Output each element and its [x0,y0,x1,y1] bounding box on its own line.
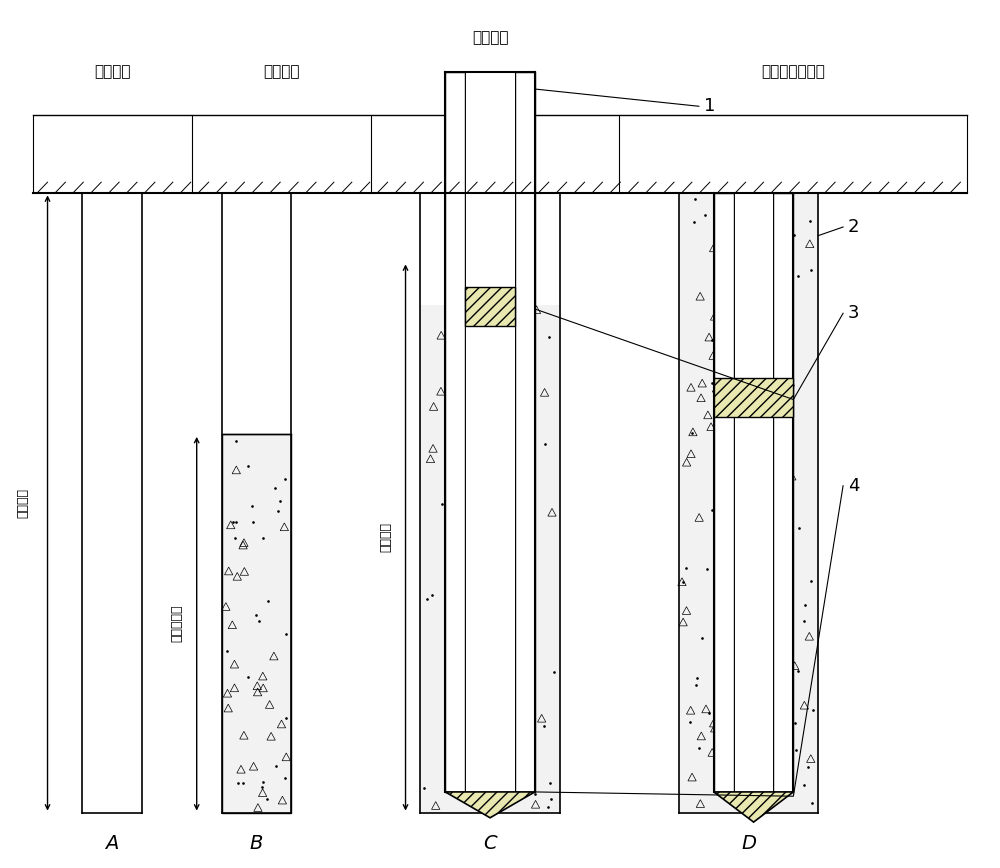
Bar [734,193,773,792]
Bar [465,287,515,326]
Bar [445,72,535,792]
Bar [465,72,515,792]
Bar [420,305,560,813]
Polygon shape [714,792,793,822]
Text: 3: 3 [848,305,860,322]
Bar [773,193,793,792]
Bar [714,193,793,792]
Text: 充盈灌注: 充盈灌注 [263,64,299,79]
Text: 1: 1 [704,97,715,115]
Bar [714,193,734,792]
Polygon shape [445,792,535,818]
Text: C: C [483,834,497,853]
Text: 上桩长度: 上桩长度 [379,523,392,553]
Text: 复合截面空心桩: 复合截面空心桩 [761,64,825,79]
Text: 灌浆桩深度: 灌浆桩深度 [170,605,183,642]
Bar [714,378,793,417]
Bar [679,193,818,813]
Text: B: B [250,834,263,853]
Bar [445,72,465,792]
Text: 管桩植入: 管桩植入 [472,30,508,45]
Text: D: D [741,834,756,853]
Text: 2: 2 [848,218,860,236]
Bar [222,434,291,813]
Text: 扩径引孔: 扩径引孔 [94,64,130,79]
Text: 引孔深度: 引孔深度 [16,488,29,518]
Bar [515,72,535,792]
Text: 4: 4 [848,477,860,495]
Text: A: A [105,834,119,853]
